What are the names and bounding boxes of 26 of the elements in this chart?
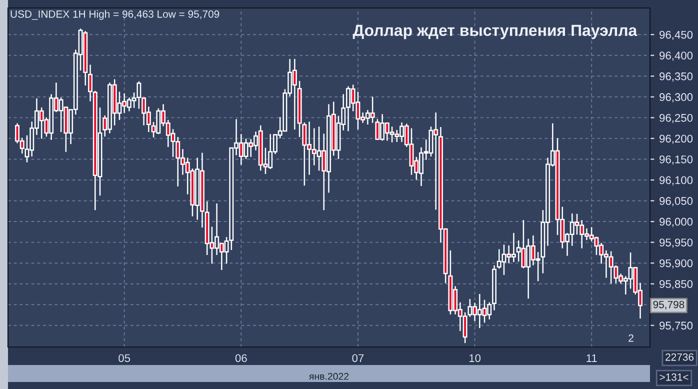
text: >131< — [660, 373, 688, 381]
y-tick-label: 95,900 — [660, 259, 693, 269]
y-tick-label: 96,350 — [660, 72, 693, 82]
x-tick-label: 06 — [235, 354, 247, 362]
y-tick-label: 96,250 — [660, 114, 693, 124]
annotation: USD_INDEX 1H High = 96,463 Low = 95,709 — [10, 10, 220, 20]
y-tick-label: 96,450 — [660, 30, 693, 40]
y-tick-label: 96,100 — [660, 176, 693, 186]
annotation: 2 — [628, 334, 634, 342]
y-tick-label: 96,200 — [660, 134, 693, 144]
text: Доллар ждет выступления Пауэлла — [352, 24, 638, 40]
y-tick-label: 95,850 — [660, 280, 693, 290]
x-tick-label: 11 — [586, 354, 597, 362]
x-tick-label: 10 — [469, 354, 481, 362]
x-axis-title: янв.2022 — [309, 372, 349, 380]
x-tick-label: 05 — [118, 354, 130, 362]
annotation: 95,798 — [653, 300, 684, 310]
y-tick-label: 95,950 — [660, 238, 693, 248]
y-tick-label: 96,400 — [660, 52, 693, 61]
text: 22736 — [666, 353, 694, 361]
y-tick-label: 96,000 — [660, 218, 693, 227]
y-tick-label: 95,750 — [660, 322, 693, 331]
y-tick-label: 96,150 — [660, 155, 693, 165]
y-tick-label: 96,300 — [660, 93, 693, 102]
y-tick-label: 96,050 — [660, 197, 693, 206]
x-tick-label: 07 — [352, 354, 364, 362]
